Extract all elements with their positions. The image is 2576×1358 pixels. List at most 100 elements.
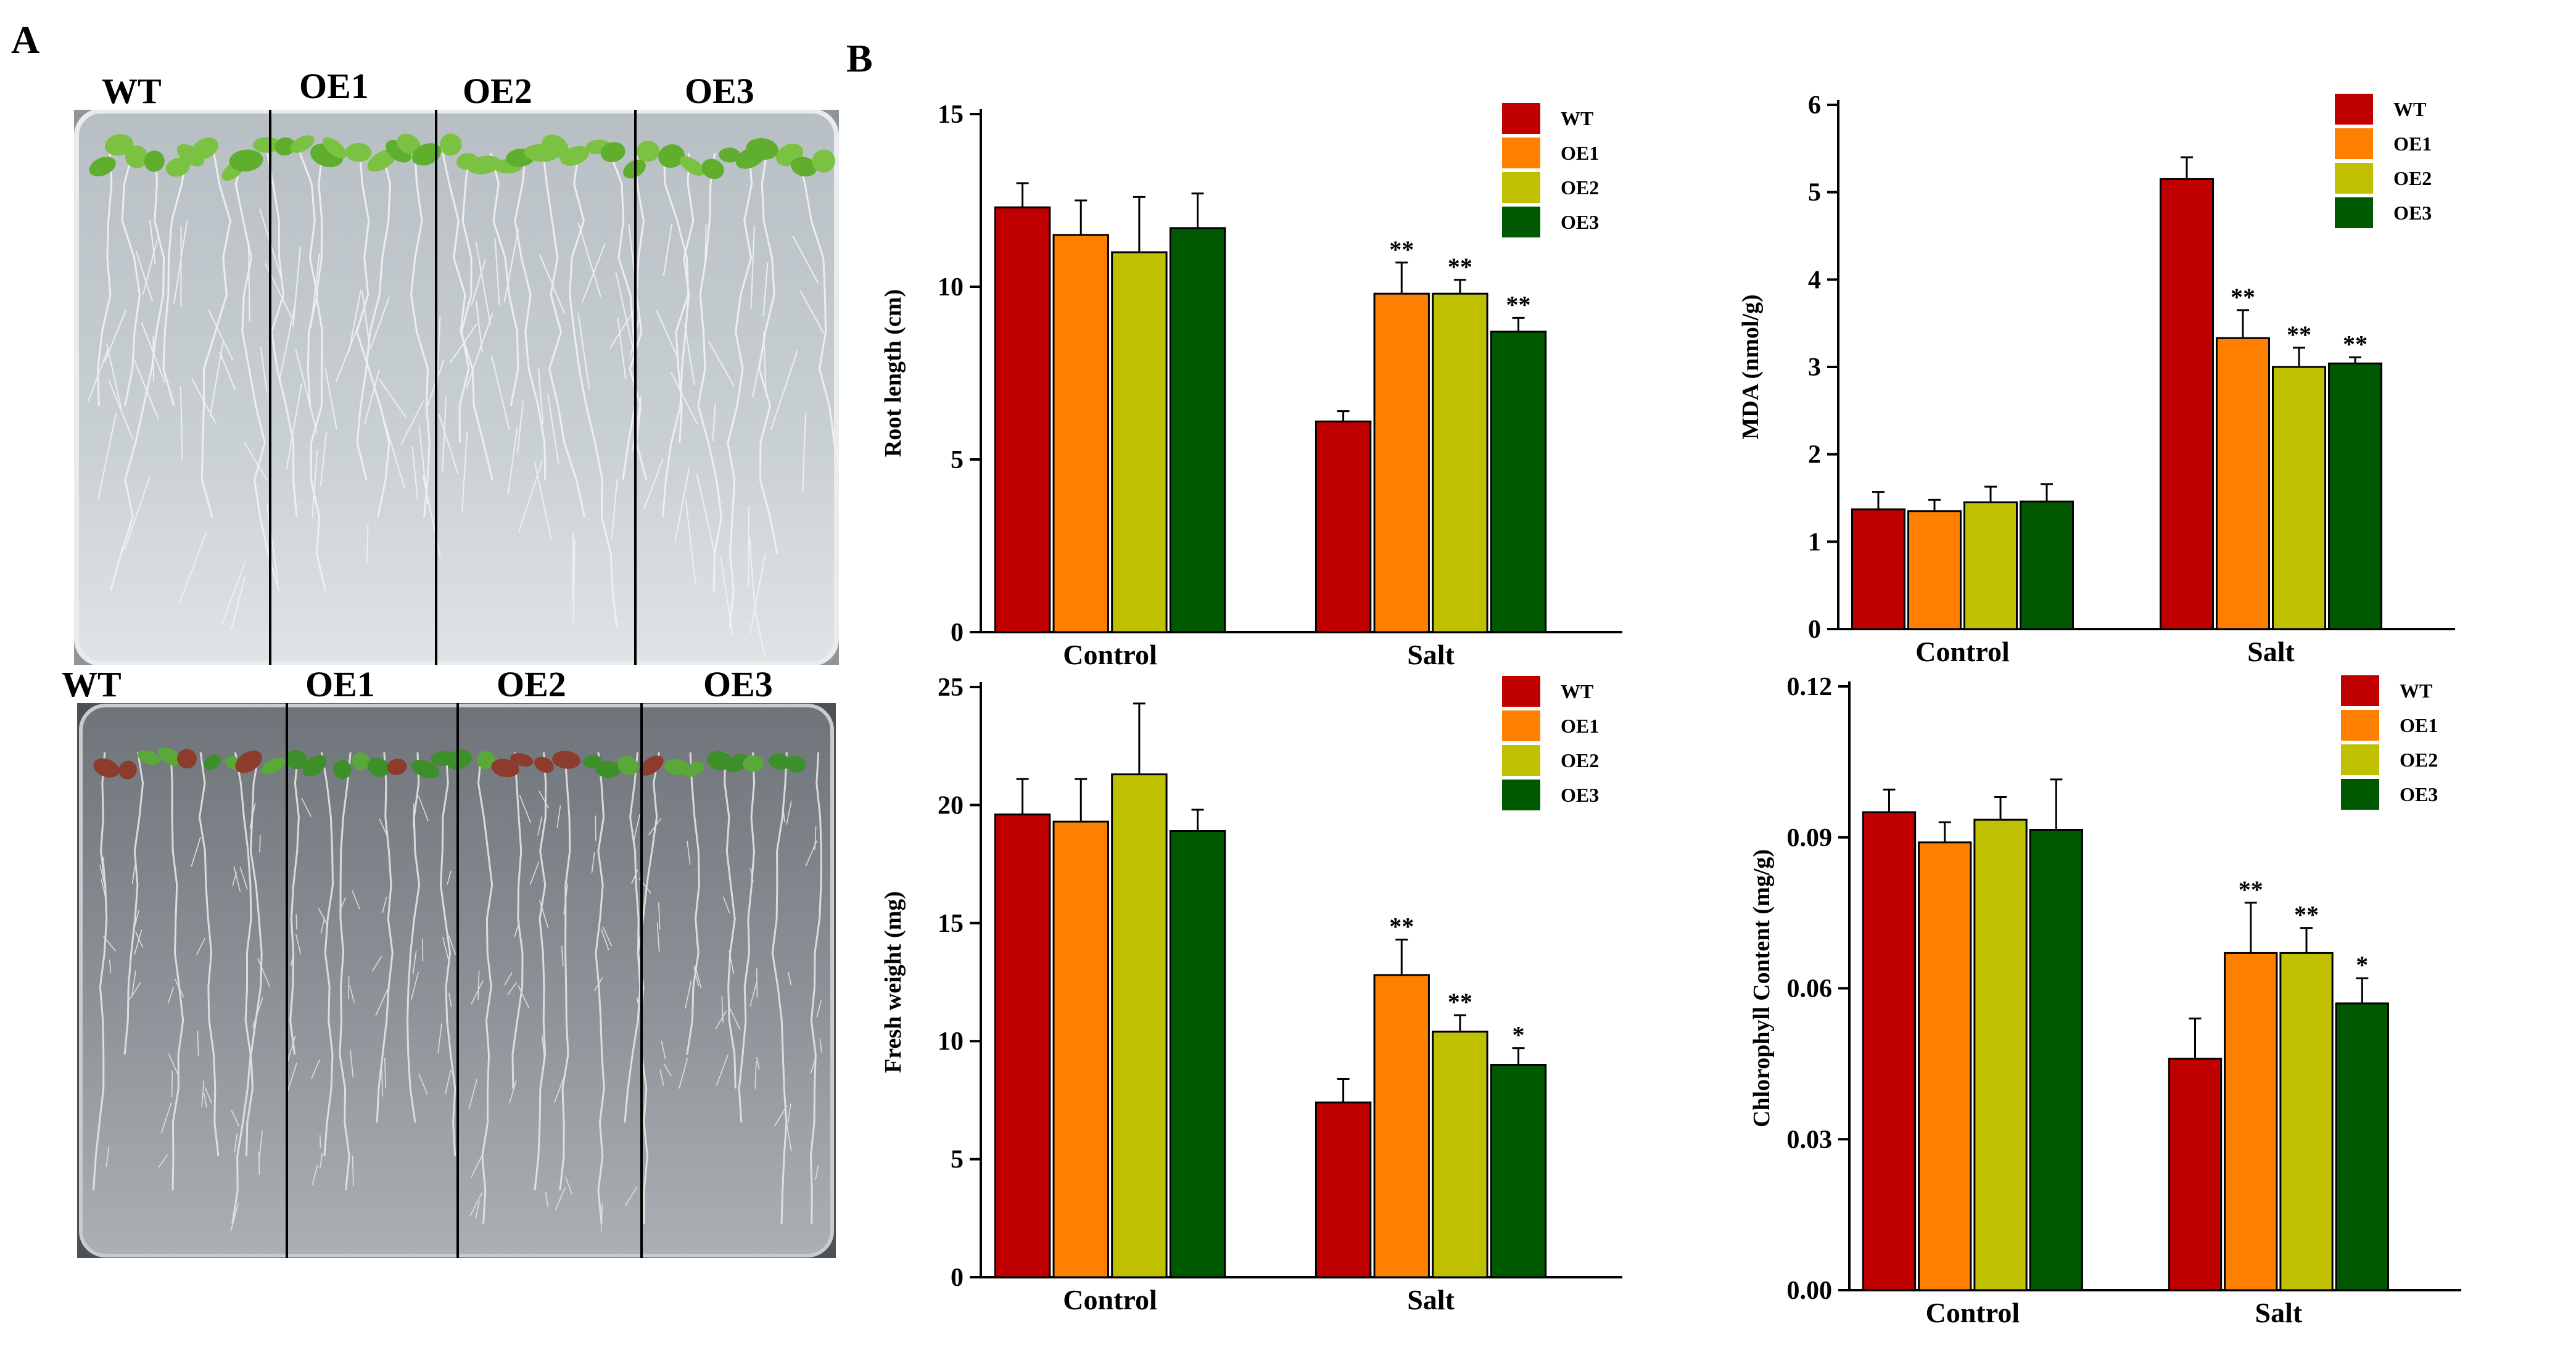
legend-label-wt: WT — [1561, 680, 1593, 702]
leaf — [345, 143, 372, 162]
y-axis-label: MDA (nmol/g) — [1738, 294, 1764, 439]
bar-wt-control — [995, 815, 1049, 1277]
y-tick-label: 10 — [938, 273, 964, 302]
legend-label-wt: WT — [1561, 107, 1593, 130]
y-tick-label: 15 — [938, 910, 964, 938]
salt-plate-image — [77, 703, 836, 1258]
y-axis-label: Fresh weight (mg) — [880, 891, 906, 1073]
y-tick-label: 0 — [951, 619, 964, 647]
legend-label-oe2: OE2 — [1561, 749, 1599, 772]
bar-oe3-control — [1170, 228, 1224, 632]
bar-oe1-control — [1909, 511, 1961, 629]
y-tick-label: 25 — [938, 673, 964, 702]
bar-oe2-salt — [2281, 953, 2332, 1290]
y-tick-label: 10 — [938, 1027, 964, 1056]
bar-wt-control — [1852, 509, 1905, 629]
lane-label-oe1: OE1 — [299, 65, 369, 107]
legend-swatch-oe1 — [1502, 710, 1540, 741]
legend-swatch-wt — [1502, 103, 1540, 134]
legend-label-oe3: OE3 — [2393, 202, 2432, 224]
significance-mark: ** — [1448, 988, 1472, 1016]
legend-swatch-oe3 — [2335, 197, 2373, 228]
y-axis-label: Root length (cm) — [880, 289, 906, 457]
y-tick-label: 15 — [938, 101, 964, 129]
significance-mark: * — [1513, 1021, 1525, 1049]
y-tick-label: 0 — [951, 1264, 964, 1292]
bar-wt-salt — [1316, 421, 1370, 632]
bar-oe3-salt — [2329, 363, 2382, 629]
panel-label-b: B — [846, 36, 873, 81]
significance-mark: ** — [2231, 283, 2255, 311]
significance-mark: ** — [1389, 913, 1414, 940]
bar-oe2-control — [1975, 820, 2026, 1290]
category-label: Salt — [1407, 1284, 1455, 1315]
significance-mark: * — [2356, 951, 2368, 979]
significance-mark: ** — [1506, 290, 1531, 318]
root-branch — [153, 335, 154, 381]
control-plate-photo: WT OE1 OE2 OE3 — [74, 110, 839, 665]
legend-label-oe2: OE2 — [2393, 167, 2432, 189]
bar-oe1-salt — [1374, 975, 1429, 1277]
lane-label-oe3: OE3 — [685, 70, 754, 112]
y-tick-label: 0.00 — [1787, 1277, 1833, 1305]
bar-oe3-control — [2021, 501, 2073, 629]
y-tick-label: 20 — [938, 791, 964, 820]
significance-mark: ** — [1448, 253, 1472, 281]
legend-label-oe3: OE3 — [1561, 784, 1599, 806]
y-tick-label: 0.12 — [1787, 673, 1833, 701]
y-tick-label: 4 — [1808, 266, 1821, 294]
legend-label-oe2: OE2 — [1561, 176, 1599, 199]
legend-label-oe3: OE3 — [2400, 783, 2438, 805]
bar-oe1-salt — [2217, 338, 2269, 629]
root-branch — [172, 1071, 173, 1097]
legend-swatch-wt — [2335, 94, 2373, 125]
significance-mark: ** — [2239, 876, 2263, 903]
legend-label-wt: WT — [2400, 680, 2432, 702]
significance-mark: ** — [1389, 236, 1414, 263]
bar-wt-salt — [2169, 1059, 2221, 1290]
category-label: Control — [1926, 1297, 2020, 1328]
significance-mark: ** — [2287, 321, 2311, 348]
significance-mark: ** — [2343, 330, 2368, 358]
legend-swatch-oe2 — [2341, 744, 2379, 775]
legend-swatch-oe2 — [1502, 745, 1540, 776]
bar-oe1-control — [1054, 821, 1108, 1277]
bar-oe3-control — [2030, 830, 2082, 1290]
bar-oe2-control — [1112, 775, 1166, 1277]
y-tick-label: 1 — [1808, 528, 1821, 556]
lane-label-oe2: OE2 — [463, 70, 532, 112]
bar-oe1-salt — [1374, 294, 1429, 632]
y-tick-label: 6 — [1808, 91, 1821, 120]
bar-oe1-salt — [2225, 953, 2277, 1290]
root-branch — [413, 804, 414, 829]
legend-swatch-oe2 — [2335, 163, 2373, 194]
category-label: Control — [1063, 1284, 1157, 1315]
legend-swatch-oe3 — [1502, 207, 1540, 237]
legend-label-oe2: OE2 — [2400, 749, 2438, 771]
bar-oe2-salt — [1433, 294, 1487, 632]
lane-label-wt: WT — [102, 70, 162, 112]
y-tick-label: 3 — [1808, 353, 1821, 382]
legend-label-oe3: OE3 — [1561, 211, 1599, 233]
legend-label-oe1: OE1 — [2393, 133, 2432, 155]
legend-swatch-oe1 — [2341, 710, 2379, 741]
y-tick-label: 0.09 — [1787, 824, 1833, 852]
root-branch — [367, 525, 368, 563]
y-tick-label: 0.06 — [1787, 975, 1833, 1003]
legend-label-oe1: OE1 — [2400, 714, 2438, 736]
y-tick-label: 2 — [1808, 441, 1821, 469]
bar-wt-salt — [2161, 179, 2213, 629]
bar-wt-salt — [1316, 1103, 1370, 1277]
y-axis-label: Chlorophyll Content (mg/g) — [1749, 849, 1775, 1127]
legend-label-oe1: OE1 — [1561, 142, 1599, 164]
root-branch — [320, 1135, 321, 1148]
lane-label-wt: WT — [62, 664, 122, 705]
legend-swatch-wt — [2341, 675, 2379, 706]
y-tick-label: 5 — [951, 1146, 964, 1174]
legend-swatch-oe2 — [1502, 172, 1540, 203]
bar-wt-control — [1863, 812, 1915, 1290]
bar-oe3-control — [1170, 831, 1224, 1277]
